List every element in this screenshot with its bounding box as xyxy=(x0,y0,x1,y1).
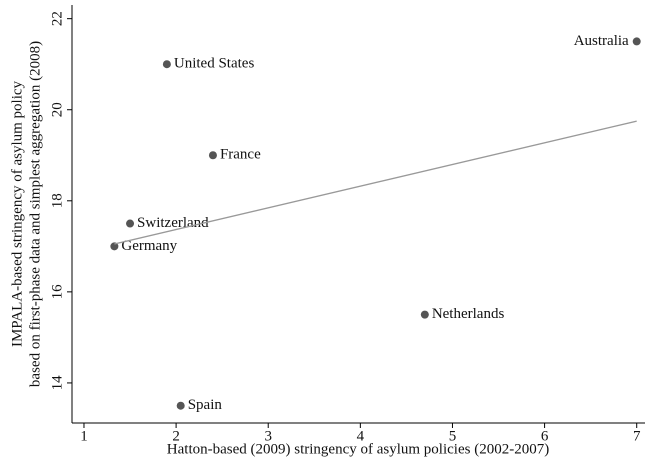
point xyxy=(162,60,171,69)
x-tick-label: 2 xyxy=(172,428,180,444)
x-tick-label: 7 xyxy=(633,428,641,444)
y-tick-label: 22 xyxy=(49,11,65,26)
point-label: United States xyxy=(174,56,255,72)
point-label: Switzerland xyxy=(137,215,209,231)
x-tick-label: 1 xyxy=(80,428,88,444)
x-tick-label: 6 xyxy=(541,428,549,444)
point-label: Spain xyxy=(188,397,223,413)
point xyxy=(632,37,641,46)
y-tick-label: 16 xyxy=(49,284,65,300)
x-tick-label: 3 xyxy=(264,428,272,444)
x-tick-label: 4 xyxy=(357,428,365,444)
y-tick-label: 14 xyxy=(49,375,65,391)
point-label: France xyxy=(220,147,261,163)
point xyxy=(126,219,135,228)
point-label: Netherlands xyxy=(432,306,505,322)
point xyxy=(420,310,429,319)
y-axis-label: IMPALA-based stringency of asylum policy xyxy=(9,80,25,347)
y-axis-label: based on first-phase data and simplest a… xyxy=(27,41,43,387)
point-label: Australia xyxy=(574,33,629,49)
fit-line xyxy=(114,120,637,245)
point xyxy=(176,401,185,410)
y-tick-label: 20 xyxy=(49,102,65,117)
point xyxy=(208,151,217,160)
point-label: Germany xyxy=(121,238,177,254)
y-tick-label: 18 xyxy=(49,193,65,208)
point xyxy=(110,242,119,251)
x-tick-label: 5 xyxy=(449,428,457,444)
x-axis-label: Hatton-based (2009) stringency of asylum… xyxy=(167,441,549,457)
